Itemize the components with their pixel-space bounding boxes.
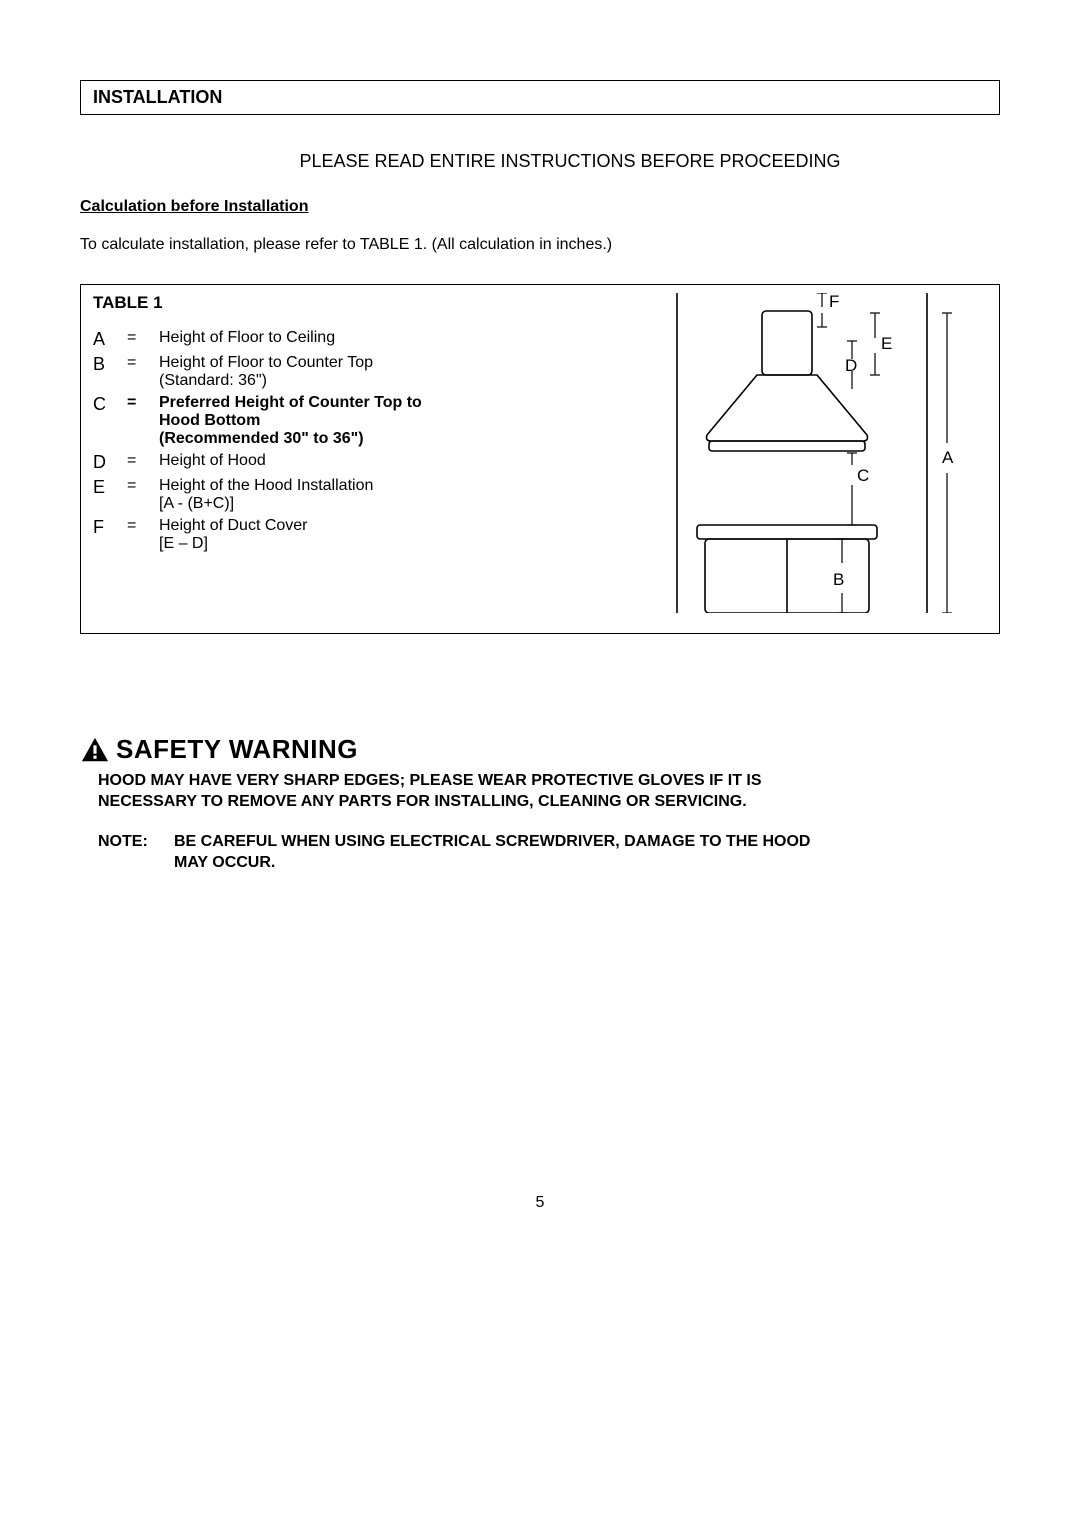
table1-title: TABLE 1: [93, 293, 607, 313]
safety-warning-title: SAFETY WARNING: [80, 734, 1000, 765]
note-line1: BE CAREFUL WHEN USING ELECTRICAL SCREWDR…: [174, 833, 810, 850]
def-desc-F-line1: Height of Duct Cover: [159, 517, 308, 534]
warning-line1: HOOD MAY HAVE VERY SHARP EDGES; PLEASE W…: [98, 772, 762, 789]
safety-warning-title-text: SAFETY WARNING: [116, 734, 358, 765]
instructions-line: PLEASE READ ENTIRE INSTRUCTIONS BEFORE P…: [80, 151, 1000, 172]
def-desc-A: Height of Floor to Ceiling: [159, 327, 430, 352]
safety-warning-text: HOOD MAY HAVE VERY SHARP EDGES; PLEASE W…: [98, 771, 1000, 813]
def-desc-D: Height of Hood: [159, 450, 430, 475]
table-row: E = Height of the Hood Installation [A -…: [93, 475, 430, 515]
def-eq: =: [127, 392, 159, 450]
def-letter-A: A: [93, 327, 127, 352]
def-desc-B-line2: (Standard: 36"): [159, 372, 267, 389]
def-desc-E-line2: [A - (B+C)]: [159, 495, 234, 512]
def-eq: =: [127, 515, 159, 555]
hood-diagram-svg: F E D A C B: [627, 293, 987, 613]
def-desc-E: Height of the Hood Installation [A - (B+…: [159, 475, 430, 515]
definitions-table: A = Height of Floor to Ceiling B = Heigh…: [93, 327, 430, 555]
def-desc-C-line2: Hood Bottom: [159, 412, 260, 429]
table-row: A = Height of Floor to Ceiling: [93, 327, 430, 352]
def-eq: =: [127, 450, 159, 475]
table1-diagram: F E D A C B: [627, 293, 987, 613]
page-number: 5: [80, 1194, 1000, 1212]
table-row: B = Height of Floor to Counter Top (Stan…: [93, 352, 430, 392]
def-desc-C-line1: Preferred Height of Counter Top to: [159, 394, 422, 411]
safety-warning-block: SAFETY WARNING HOOD MAY HAVE VERY SHARP …: [80, 734, 1000, 874]
table1-box: TABLE 1 A = Height of Floor to Ceiling B…: [80, 284, 1000, 634]
subheading-calculation: Calculation before Installation: [80, 198, 1000, 216]
def-letter-D: D: [93, 450, 127, 475]
diagram-label-C: C: [857, 466, 869, 485]
def-letter-B: B: [93, 352, 127, 392]
warning-icon: [80, 736, 110, 764]
def-eq: =: [127, 352, 159, 392]
def-desc-E-line1: Height of the Hood Installation: [159, 477, 373, 494]
section-header: INSTALLATION: [80, 80, 1000, 115]
table-row: C = Preferred Height of Counter Top to H…: [93, 392, 430, 450]
def-desc-F-line2: [E – D]: [159, 535, 208, 552]
warning-line2: NECESSARY TO REMOVE ANY PARTS FOR INSTAL…: [98, 793, 747, 810]
note-label: NOTE:: [98, 831, 174, 874]
def-letter-F: F: [93, 515, 127, 555]
def-desc-B: Height of Floor to Counter Top (Standard…: [159, 352, 430, 392]
def-desc-F: Height of Duct Cover [E – D]: [159, 515, 430, 555]
def-desc-C-line3: (Recommended 30" to 36"): [159, 430, 364, 447]
def-desc-C: Preferred Height of Counter Top to Hood …: [159, 392, 430, 450]
table-row: D = Height of Hood: [93, 450, 430, 475]
table-row: F = Height of Duct Cover [E – D]: [93, 515, 430, 555]
note-text: BE CAREFUL WHEN USING ELECTRICAL SCREWDR…: [174, 831, 810, 874]
note-line2: MAY OCCUR.: [174, 854, 275, 871]
def-eq: =: [127, 475, 159, 515]
diagram-label-B: B: [833, 570, 844, 589]
def-letter-C: C: [93, 392, 127, 450]
def-eq: =: [127, 327, 159, 352]
diagram-label-D: D: [845, 356, 857, 375]
calc-description: To calculate installation, please refer …: [80, 236, 1000, 254]
diagram-label-A: A: [942, 448, 954, 467]
table1-text-column: TABLE 1 A = Height of Floor to Ceiling B…: [93, 293, 607, 613]
diagram-label-E: E: [881, 334, 892, 353]
def-letter-E: E: [93, 475, 127, 515]
note-row: NOTE: BE CAREFUL WHEN USING ELECTRICAL S…: [98, 831, 1000, 874]
diagram-label-F: F: [829, 293, 839, 311]
def-desc-B-line1: Height of Floor to Counter Top: [159, 354, 373, 371]
